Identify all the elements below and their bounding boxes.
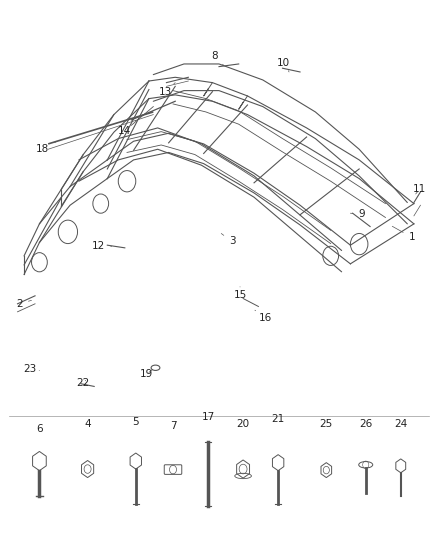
Text: 9: 9 [350,209,365,219]
Text: 15: 15 [234,287,247,300]
Text: 7: 7 [170,422,177,431]
Text: 18: 18 [36,141,57,154]
Text: 5: 5 [132,417,139,427]
Text: 21: 21 [272,415,285,424]
Text: 16: 16 [255,310,272,323]
Text: 3: 3 [221,233,236,246]
Text: 22: 22 [77,378,90,387]
Text: 10: 10 [277,58,290,72]
Text: 19: 19 [140,369,153,379]
Text: 8: 8 [211,51,223,65]
Text: 11: 11 [413,184,426,194]
Text: 23: 23 [23,364,39,374]
Text: 12: 12 [92,241,112,251]
Text: 13: 13 [159,83,175,96]
Text: 4: 4 [84,419,91,429]
Text: 25: 25 [320,419,333,429]
Text: 17: 17 [201,412,215,422]
Text: 26: 26 [359,419,372,429]
Text: 24: 24 [394,419,407,429]
Text: 2: 2 [16,299,32,309]
Text: 20: 20 [237,419,250,429]
Text: 14: 14 [118,120,136,135]
Text: 1: 1 [392,227,415,242]
Text: 6: 6 [36,424,43,434]
